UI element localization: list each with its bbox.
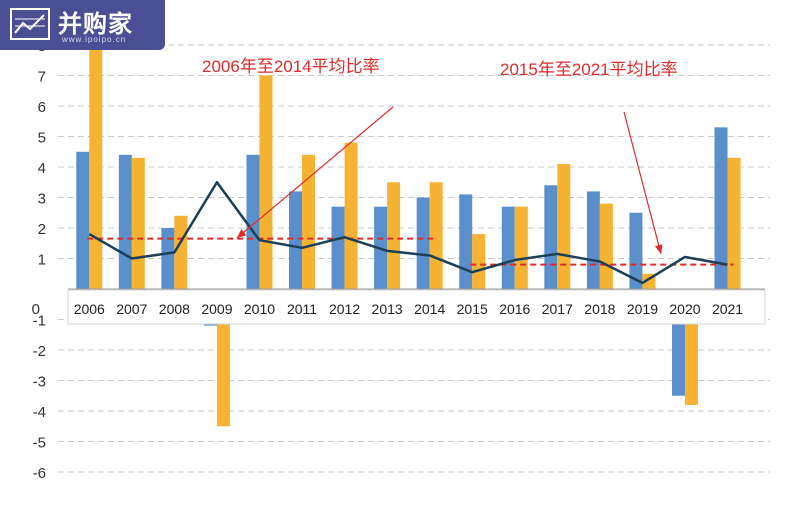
y-tick-label: 6 xyxy=(38,99,46,116)
bar-series-1 xyxy=(76,151,90,289)
x-tick-label: 2011 xyxy=(287,301,317,317)
y-tick-label: 2 xyxy=(38,221,46,238)
bar-series-2 xyxy=(259,75,273,289)
bar-series-2 xyxy=(557,163,571,289)
bar-series-2 xyxy=(131,157,145,289)
bar-series-1 xyxy=(501,206,515,289)
x-tick-label: 2015 xyxy=(457,301,488,317)
average-annotation-label: 2015年至2021平均比率 xyxy=(500,60,678,79)
y-tick-label: -2 xyxy=(33,343,46,360)
logo-url: www.ipoipo.cn xyxy=(62,35,127,44)
x-axis-band xyxy=(67,289,766,325)
x-tick-label: 2017 xyxy=(542,301,573,317)
x-tick-label: 2010 xyxy=(244,301,275,317)
annotation-arrowhead xyxy=(654,244,663,254)
bar-series-1 xyxy=(416,197,430,289)
x-tick-label: 2020 xyxy=(669,301,700,317)
bar-series-2 xyxy=(599,203,613,289)
y-tick-label: -1 xyxy=(33,313,46,330)
x-tick-label: 2021 xyxy=(712,301,743,317)
x-tick-label: 2013 xyxy=(372,301,403,317)
y-tick-label: 7 xyxy=(38,69,46,86)
logo-text: 并购家 xyxy=(58,11,133,38)
bar-series-1 xyxy=(544,185,558,289)
y-tick-label: 3 xyxy=(38,191,46,208)
bar-series-2 xyxy=(174,215,188,289)
bar-series-1 xyxy=(331,206,345,289)
y-tick-label: 1 xyxy=(38,252,46,269)
bar-series-1 xyxy=(161,228,175,289)
bar-series-2 xyxy=(344,142,358,289)
y-tick-label: -6 xyxy=(33,465,46,482)
bar-series-1 xyxy=(246,154,260,289)
y-tick-label: -4 xyxy=(33,404,46,421)
bar-series-2 xyxy=(302,154,316,289)
x-tick-label: 2006 xyxy=(74,301,105,317)
annotation-arrow-line xyxy=(236,106,394,239)
ratio-line xyxy=(88,181,728,285)
chart-logo-icon xyxy=(10,8,50,40)
x-tick-label: 2007 xyxy=(116,301,147,317)
watermark-logo: 并购家 www.ipoipo.cn xyxy=(0,0,165,50)
x-tick-label: 2012 xyxy=(329,301,360,317)
x-tick-label: 2014 xyxy=(414,301,445,317)
bar-series-1 xyxy=(289,191,303,289)
bar-series-1 xyxy=(459,194,473,289)
x-tick-label: 2018 xyxy=(584,301,615,317)
bar-series-2 xyxy=(387,182,401,289)
average-annotation-label: 2006年至2014平均比率 xyxy=(202,57,380,76)
x-tick-label: 2009 xyxy=(201,301,232,317)
annotation-arrowhead xyxy=(237,229,247,238)
bar-series-1 xyxy=(118,154,132,289)
bar-series-2 xyxy=(429,182,443,289)
y-tick-label: 0 xyxy=(32,301,40,318)
y-tick-label: -3 xyxy=(33,374,46,391)
annotation-arrow-line xyxy=(623,111,662,255)
bar-series-2 xyxy=(89,45,103,289)
bar-series-1 xyxy=(714,127,728,289)
y-tick-label: 5 xyxy=(38,130,46,147)
y-tick-label: 4 xyxy=(38,160,46,177)
x-tick-label: 2019 xyxy=(627,301,658,317)
x-tick-label: 2008 xyxy=(159,301,190,317)
bar-series-2 xyxy=(472,234,486,289)
y-tick-label: -5 xyxy=(33,435,46,452)
bar-series-2 xyxy=(514,206,528,289)
bar-series-1 xyxy=(586,191,600,289)
x-tick-label: 2016 xyxy=(499,301,530,317)
bar-series-2 xyxy=(727,157,741,289)
bar-series-1 xyxy=(629,212,643,289)
